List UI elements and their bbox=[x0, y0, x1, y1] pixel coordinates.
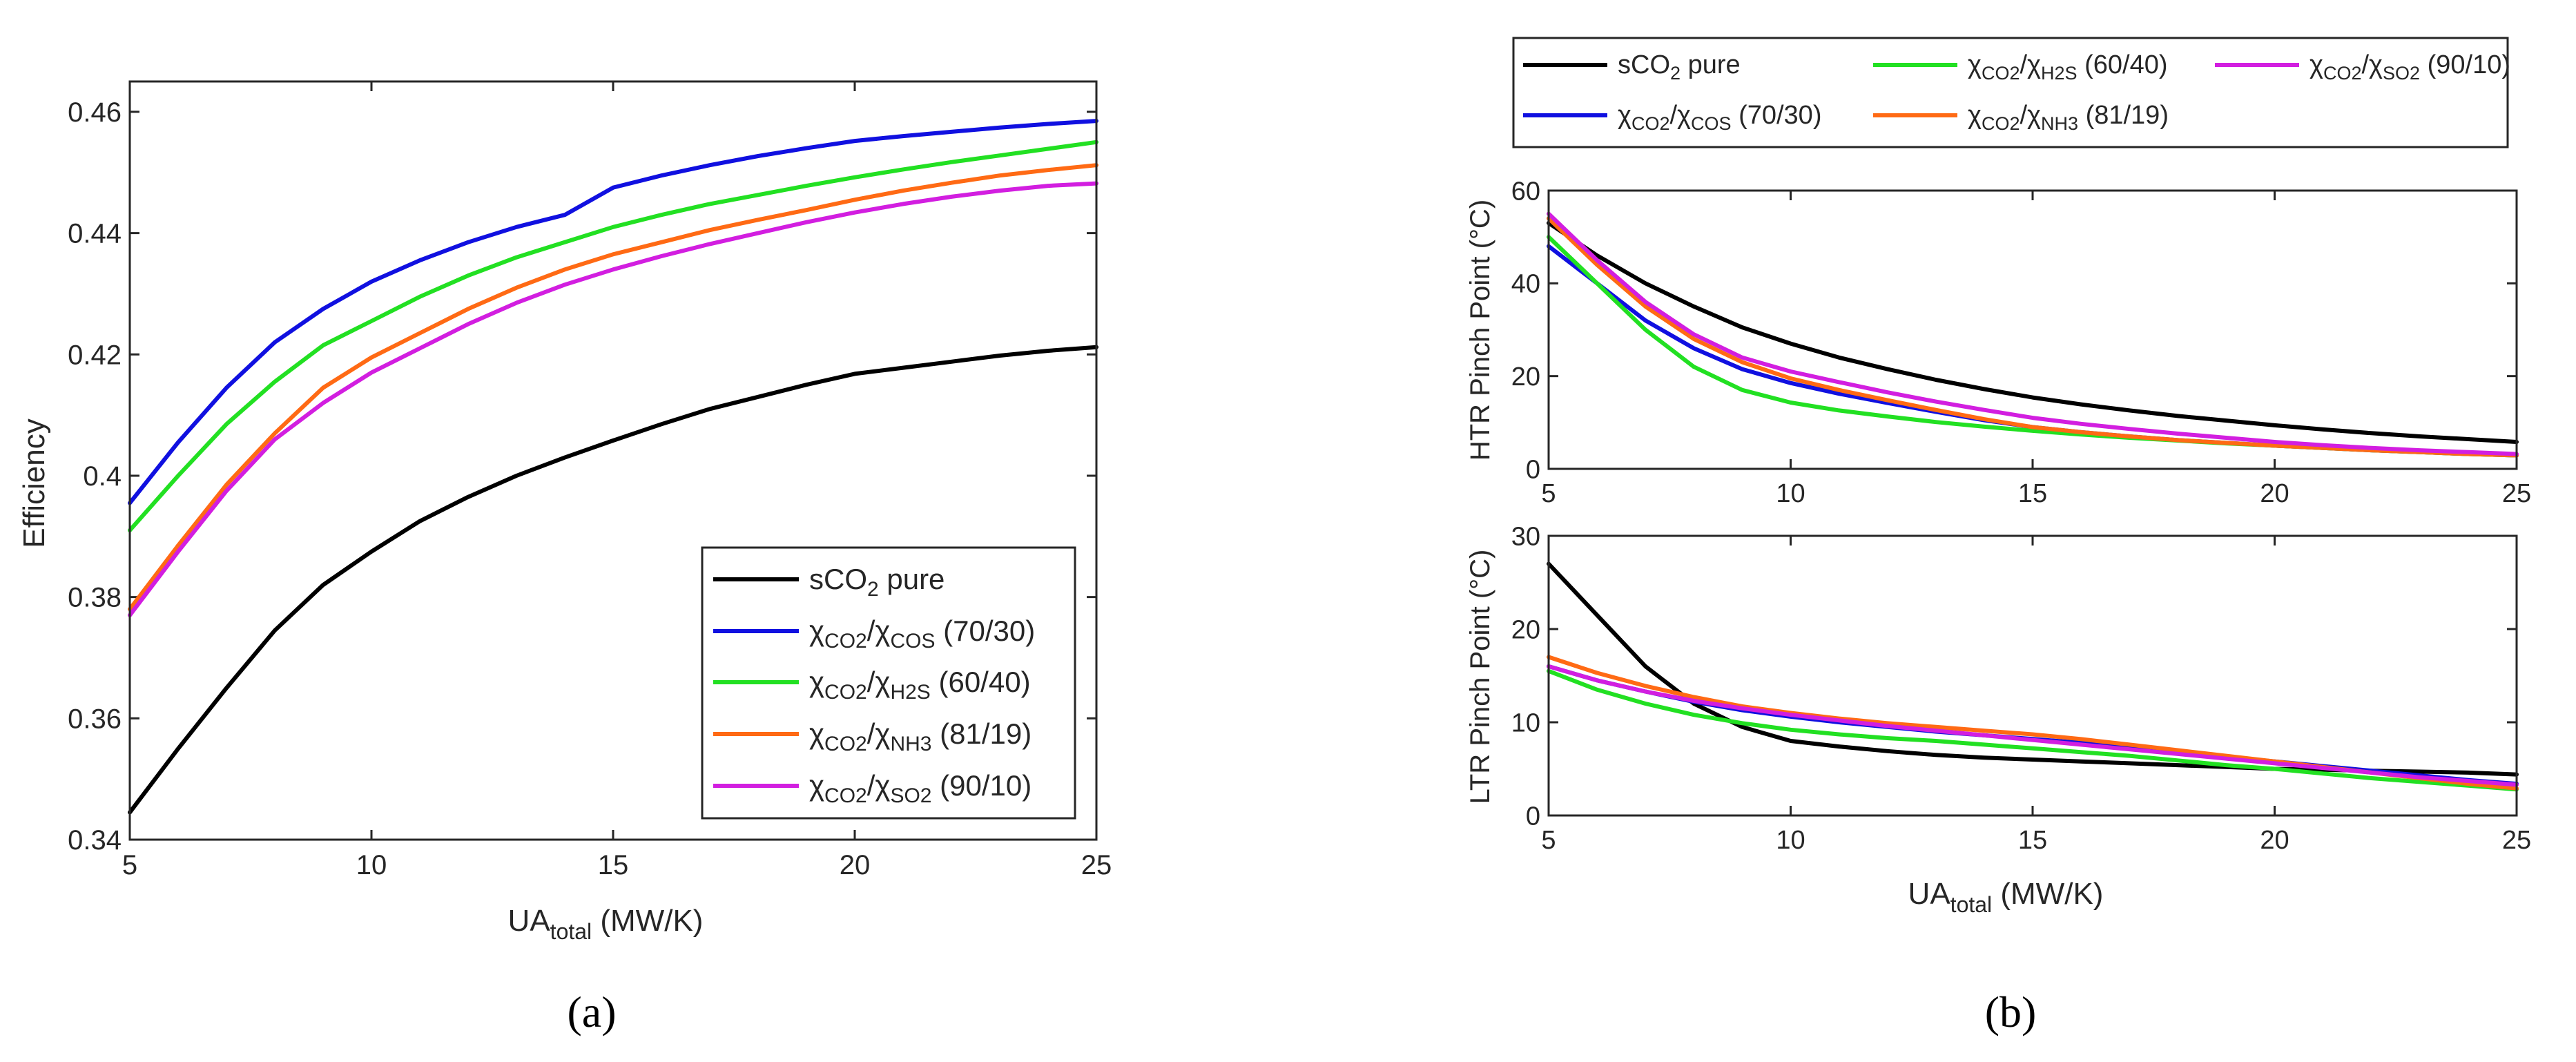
x-tick-label-a: 10 bbox=[356, 850, 387, 880]
svg-text:sCO2 pure: sCO2 pure bbox=[809, 563, 945, 601]
y-tick-label-b2: 0 bbox=[1526, 802, 1540, 831]
panel-b-pinch-point-charts: sCO2 pure χCO2/χCOS (70/30) χCO2/χH2S (6… bbox=[1465, 37, 2531, 1036]
y-tick-label-b2: 10 bbox=[1511, 708, 1540, 737]
panel-a-efficiency-chart: 5 10 15 20 25 0.34 0.36 0.38 0.4 0.42 0.44 0.46 Eff… bbox=[17, 80, 1112, 1036]
svg-text:χCO2/χNH3 (81/19): χCO2/χNH3 (81/19) bbox=[1968, 101, 2169, 134]
panel-a-xlabel: UAtotal (MW/K) bbox=[508, 904, 704, 944]
x-tick-label-b2: 20 bbox=[2260, 826, 2289, 855]
svg-text:χCO2/χCOS (70/30): χCO2/χCOS (70/30) bbox=[809, 615, 1035, 653]
svg-text:χCO2/χH2S (60/40): χCO2/χH2S (60/40) bbox=[1968, 50, 2168, 84]
axes-frame-b1 bbox=[1547, 189, 2518, 470]
series-line-b2-h2s bbox=[1547, 668, 2519, 792]
y-tick-label-a: 0.38 bbox=[68, 583, 122, 613]
panel-label-a: (a) bbox=[567, 987, 616, 1036]
y-tick-label-a: 0.4 bbox=[83, 461, 122, 492]
y-tick-label-b1: 60 bbox=[1511, 177, 1540, 206]
legend-entry-h2s: χCO2/χH2S (60/40) bbox=[713, 666, 1031, 704]
panel-b-legend: sCO2 pure χCO2/χCOS (70/30) χCO2/χH2S (6… bbox=[1512, 37, 2510, 148]
x-tick-label-b1: 5 bbox=[1541, 479, 1556, 508]
y-tick-label-b1: 0 bbox=[1526, 455, 1540, 484]
y-tick-label-a: 0.34 bbox=[68, 825, 122, 856]
y-tick-label-a: 0.46 bbox=[68, 97, 122, 128]
x-tick-label-b2: 5 bbox=[1541, 826, 1556, 855]
y-tick-label-a: 0.42 bbox=[68, 340, 122, 370]
y-tick-label-a: 0.44 bbox=[68, 219, 122, 249]
legend-b-entry-sco2-pure: sCO2 pure bbox=[1523, 50, 1741, 84]
series-line-a-nh3 bbox=[128, 163, 1098, 612]
panel-label-b: (b) bbox=[1985, 987, 2037, 1036]
legend-entry-cos: χCO2/χCOS (70/30) bbox=[713, 615, 1035, 653]
y-tick-label-b2: 20 bbox=[1511, 615, 1540, 644]
x-tick-label-b1: 25 bbox=[2502, 479, 2531, 508]
y-tick-label-b2: 30 bbox=[1511, 522, 1540, 551]
series-line-a-sco2_pure bbox=[128, 345, 1098, 815]
svg-text:χCO2/χNH3 (81/19): χCO2/χNH3 (81/19) bbox=[809, 717, 1032, 755]
x-tick-label-b2: 25 bbox=[2502, 826, 2531, 855]
series-line-b2-so2 bbox=[1547, 664, 2519, 787]
panel-b-htr-ylabel: HTR Pinch Point (°C) bbox=[1465, 200, 1495, 461]
plot-area-b1 bbox=[1549, 191, 2517, 469]
x-tick-label-b2: 10 bbox=[1776, 826, 1805, 855]
series-line-a-h2s bbox=[128, 139, 1098, 532]
legend-entry-sco2-pure: sCO2 pure bbox=[713, 563, 945, 601]
y-tick-label-b1: 20 bbox=[1511, 363, 1540, 392]
y-tick-label-a: 0.36 bbox=[68, 704, 122, 734]
panel-b-ltr-ylabel: LTR Pinch Point (°C) bbox=[1465, 550, 1495, 804]
legend-entry-so2: χCO2/χSO2 (90/10) bbox=[713, 769, 1032, 807]
panel-a-legend: sCO2 pure χCO2/χCOS (70/30) χCO2/χH2S (6… bbox=[701, 546, 1076, 820]
x-tick-label-b1: 20 bbox=[2260, 479, 2289, 508]
legend-entry-nh3: χCO2/χNH3 (81/19) bbox=[713, 717, 1032, 755]
x-tick-label-a: 25 bbox=[1081, 850, 1112, 880]
panel-b-xlabel: UAtotal (MW/K) bbox=[1908, 877, 2104, 917]
legend-b-entry-h2s: χCO2/χH2S (60/40) bbox=[1873, 50, 2168, 84]
x-tick-label-b2: 15 bbox=[2018, 826, 2047, 855]
svg-text:χCO2/χH2S (60/40): χCO2/χH2S (60/40) bbox=[809, 666, 1031, 704]
svg-text:sCO2 pure: sCO2 pure bbox=[1618, 50, 1741, 84]
svg-text:χCO2/χCOS (70/30): χCO2/χCOS (70/30) bbox=[1618, 101, 1821, 134]
series-line-a-so2 bbox=[128, 181, 1098, 617]
legend-b-entry-nh3: χCO2/χNH3 (81/19) bbox=[1873, 101, 2169, 134]
legend-b-entry-cos: χCO2/χCOS (70/30) bbox=[1523, 101, 1821, 134]
x-tick-label-a: 20 bbox=[840, 850, 871, 880]
x-tick-label-b1: 10 bbox=[1776, 479, 1805, 508]
legend-b-entry-so2: χCO2/χSO2 (90/10) bbox=[2215, 50, 2510, 84]
svg-text:χCO2/χSO2 (90/10): χCO2/χSO2 (90/10) bbox=[809, 769, 1032, 807]
x-tick-label-a: 5 bbox=[122, 850, 137, 880]
x-tick-label-b1: 15 bbox=[2018, 479, 2047, 508]
series-line-b1-sco2_pure bbox=[1547, 221, 2519, 444]
series-line-b1-nh3 bbox=[1547, 216, 2519, 458]
series-line-b1-so2 bbox=[1547, 211, 2519, 456]
y-tick-label-b1: 40 bbox=[1511, 270, 1540, 299]
series-line-a-cos bbox=[128, 119, 1098, 505]
svg-text:χCO2/χSO2 (90/10): χCO2/χSO2 (90/10) bbox=[2309, 50, 2510, 84]
x-tick-label-a: 15 bbox=[598, 850, 629, 880]
axes-frame-a bbox=[128, 80, 1098, 841]
panel-a-ylabel: Efficiency bbox=[17, 418, 51, 548]
axes-frame-b2 bbox=[1547, 534, 2518, 817]
